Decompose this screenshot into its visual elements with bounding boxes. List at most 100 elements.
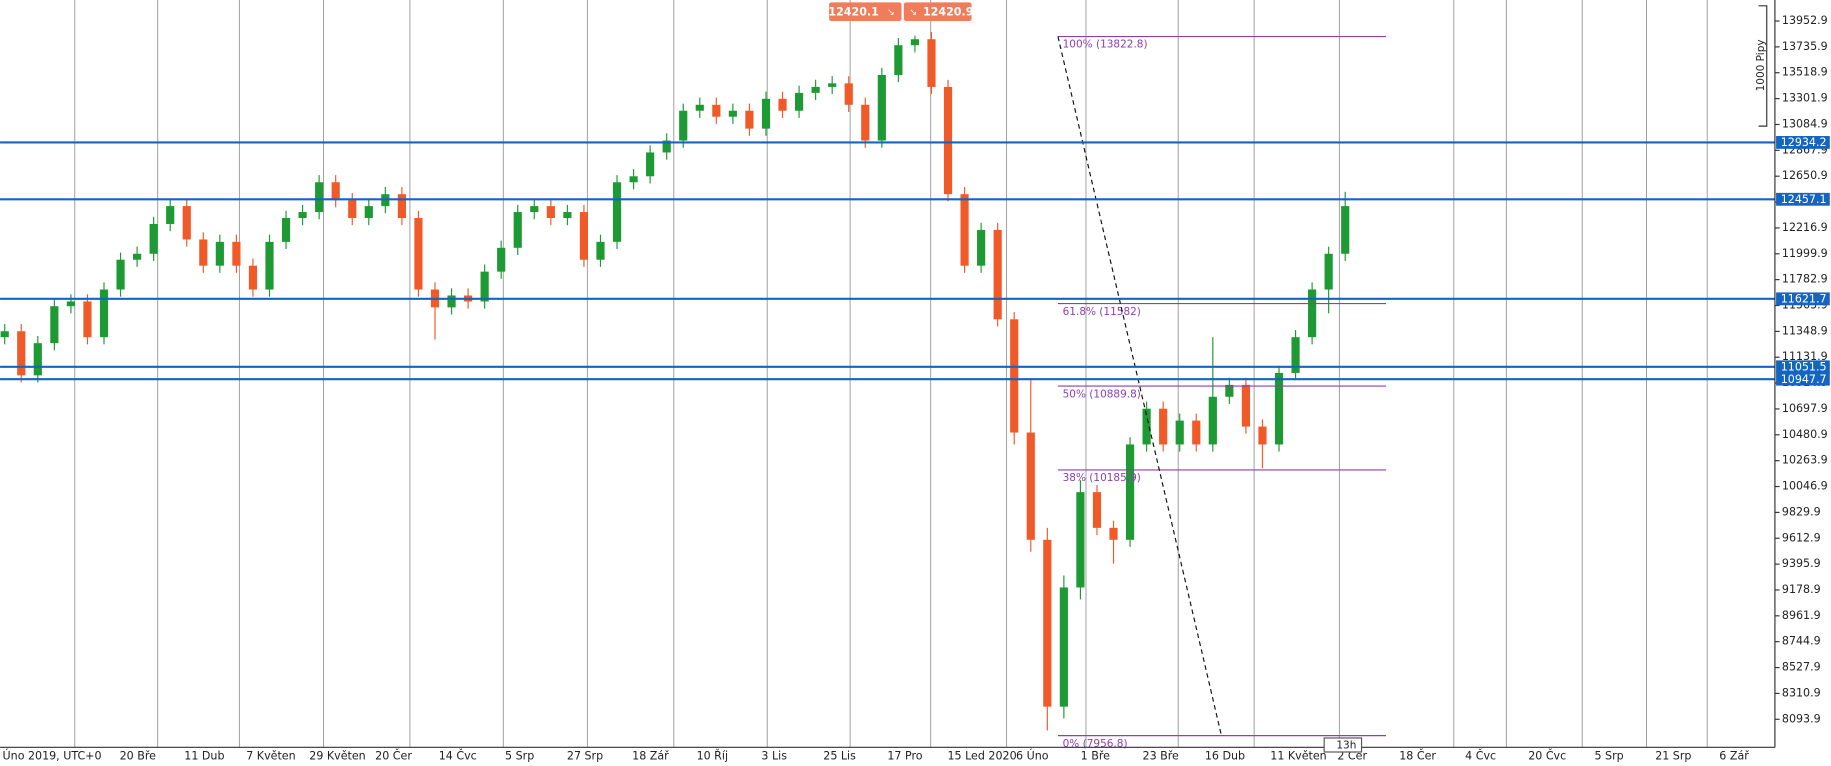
x-tick-label: 29 Květen (309, 750, 365, 763)
candle-body (315, 182, 324, 213)
candle-body (1092, 492, 1102, 528)
candle-body (877, 74, 886, 141)
candle-body (927, 39, 936, 87)
x-tick-label: 17 Pro (887, 750, 922, 763)
y-tick-label: 13518.9 (1782, 66, 1828, 79)
candle-body (1175, 420, 1184, 445)
candle-body (695, 104, 704, 111)
scale-bracket (1758, 5, 1768, 127)
candle-body (1192, 420, 1201, 445)
x-tick-label: 11 Květen (1270, 750, 1326, 763)
candle-body (0, 331, 9, 338)
level-tag (1776, 192, 1830, 206)
candle-body (1308, 289, 1317, 338)
fib-label: 61.8% (11582) (1063, 306, 1141, 318)
level-tag (1776, 292, 1830, 306)
level-tag (1776, 360, 1830, 374)
candle-body (1026, 432, 1035, 540)
candle-body (265, 241, 274, 290)
candle-body (66, 301, 75, 307)
buy-button[interactable] (903, 2, 972, 22)
y-tick-label: 8744.9 (1782, 635, 1821, 648)
candle-body (1043, 539, 1052, 707)
candle-body (348, 200, 357, 219)
y-tick-label: 8961.9 (1782, 609, 1821, 622)
y-tick-label: 11131.9 (1782, 350, 1828, 363)
y-tick-label: 10263.9 (1782, 454, 1828, 467)
candle-body (1109, 527, 1118, 540)
y-tick-label: 9178.9 (1782, 583, 1821, 596)
grid (74, 0, 1708, 748)
candle-body (17, 331, 26, 376)
candle-body (530, 206, 539, 213)
candle-body (83, 301, 92, 338)
candle-body (844, 83, 853, 105)
level-label: 10947.7 (1781, 373, 1827, 386)
candle-body (1076, 492, 1085, 588)
y-tick-label: 13735.9 (1782, 40, 1828, 53)
candle-body (943, 86, 953, 195)
x-tick-label: 14 Čvc (439, 750, 477, 763)
x-tick-label: 2 Čer (1337, 750, 1367, 763)
candle-body (993, 229, 1002, 320)
candle-body (728, 110, 737, 117)
level-tag (1776, 372, 1830, 386)
candle-body (1341, 206, 1350, 254)
candle-body (116, 259, 125, 290)
candle-body (712, 104, 721, 117)
x-tick-label: 20 Čer (375, 750, 412, 763)
candle-body (397, 194, 406, 219)
buy-price[interactable]: 12420.9 (923, 5, 973, 18)
candle-body (447, 295, 456, 308)
level-label: 12934.2 (1781, 136, 1827, 149)
candle-body (364, 206, 373, 219)
candle-body (662, 140, 671, 153)
candle-body (1125, 444, 1135, 540)
y-tick-label: 13952.9 (1782, 14, 1828, 27)
candle-body (1059, 587, 1068, 707)
fib-label: 50% (10889.8) (1063, 388, 1141, 400)
sell-price[interactable]: 12420.1 (828, 5, 878, 18)
y-tick-label: 12650.9 (1782, 169, 1828, 182)
candle-body (828, 83, 837, 87)
candle-body (166, 206, 175, 224)
candle-body (1225, 384, 1234, 397)
candle-body (579, 212, 589, 260)
y-tick-label: 11348.9 (1782, 324, 1828, 337)
candle-body (563, 212, 572, 219)
x-tick-label: 7 Květen (246, 750, 295, 763)
candle-body (199, 239, 208, 266)
timeframe-frame (1323, 737, 1363, 753)
sell-button[interactable] (829, 2, 902, 22)
candle-body (745, 110, 754, 129)
candle-body (1274, 372, 1284, 445)
y-tick-label: 13084.9 (1782, 117, 1828, 130)
candle-body (133, 253, 142, 260)
candle-body (861, 104, 870, 141)
candle-body (612, 182, 622, 242)
candle-body (513, 212, 522, 248)
y-tick-label: 10480.9 (1782, 428, 1828, 441)
candle-body (1324, 253, 1333, 290)
y-tick-label: 12216.9 (1782, 221, 1828, 234)
fib-trend-line (1057, 36, 1223, 736)
y-tick-label: 9612.9 (1782, 531, 1821, 544)
x-tick-label: 18 Čer (1399, 750, 1436, 763)
fib-label: 0% (7956.8) (1063, 738, 1128, 750)
x-tick-label: 23 Bře (1143, 750, 1180, 763)
x-tick-label: 5 Srp (505, 750, 534, 763)
x-tick-label: 20 Čvc (1528, 750, 1566, 763)
candle-body (894, 45, 903, 75)
candle-body (629, 176, 638, 183)
x-tick-label: 21 Srp (1655, 750, 1691, 763)
candle-body (414, 218, 423, 290)
candle-body (960, 194, 969, 266)
timeframe-box: 13h (1323, 737, 1363, 753)
candle-body (298, 212, 307, 219)
x-tick-label: 10 Říj (697, 750, 728, 763)
candle-body (215, 241, 224, 266)
level-label: 11051.5 (1781, 360, 1827, 373)
candle-body (182, 206, 191, 240)
candle-body (1159, 408, 1168, 445)
